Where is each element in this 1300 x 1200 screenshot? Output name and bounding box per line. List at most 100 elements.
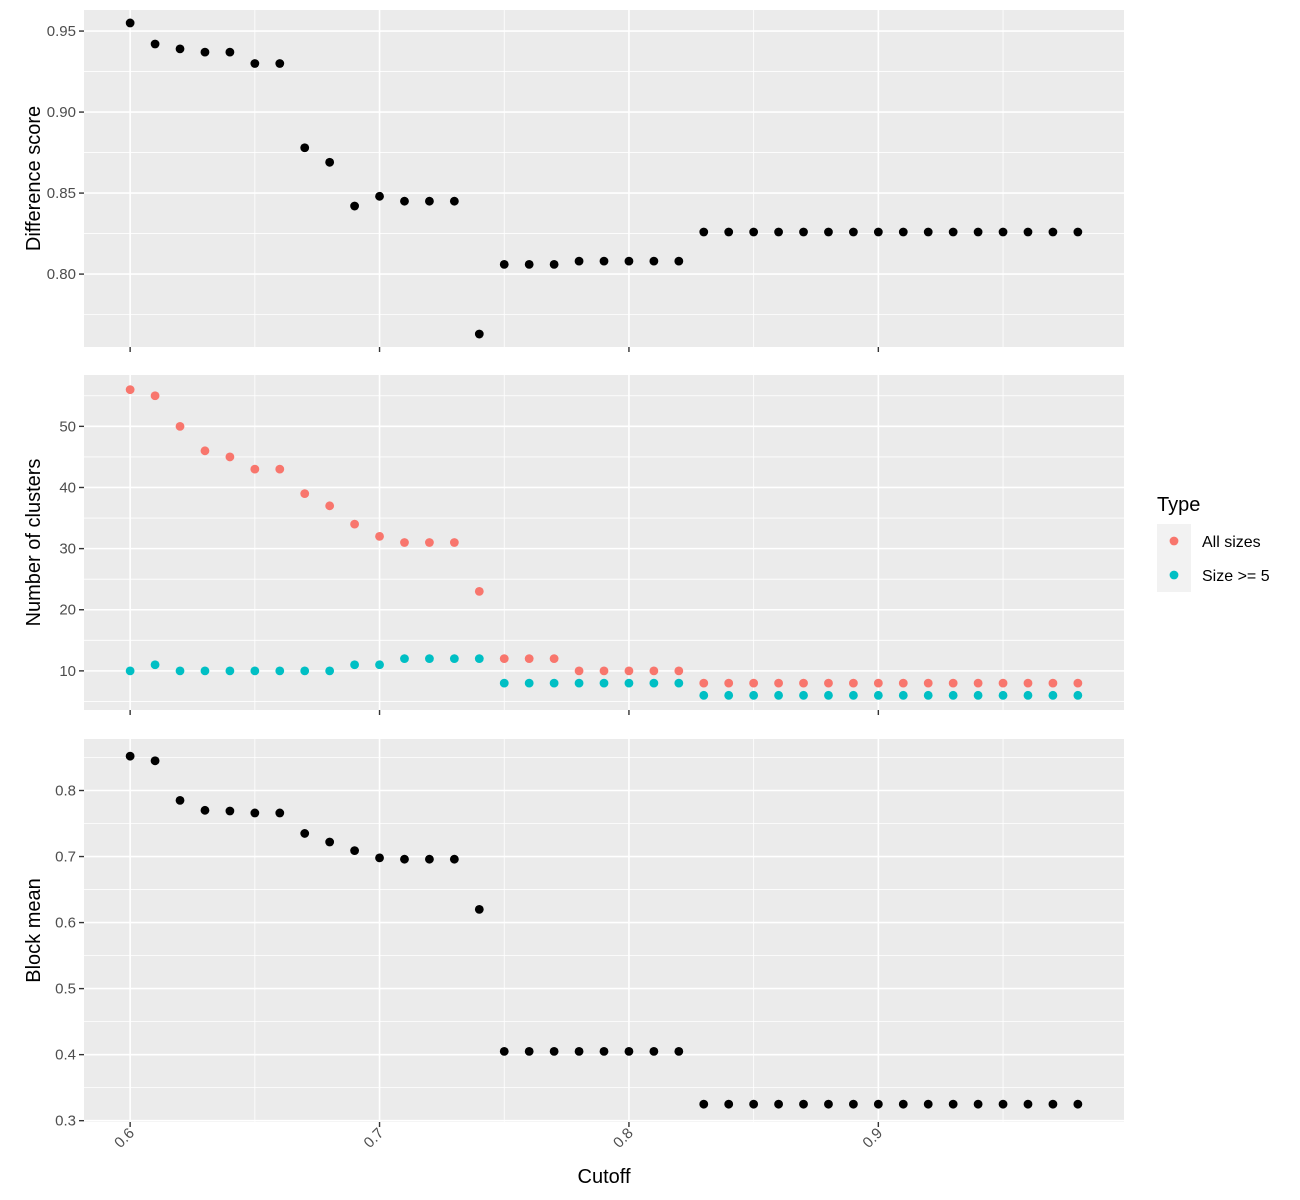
data-point [649,666,659,676]
data-point [998,1099,1008,1109]
data-point [275,808,285,818]
data-point [574,1046,584,1056]
data-point [175,666,185,676]
data-point [1048,678,1058,688]
panel-background [84,739,1124,1122]
data-point [624,1046,634,1056]
data-point [524,654,534,664]
data-point [649,678,659,688]
series [125,18,1083,339]
data-point [699,678,709,688]
data-point [300,829,310,838]
data-point [674,1046,684,1056]
data-point [300,666,310,676]
data-point [948,1099,958,1109]
data-point [923,1099,933,1109]
y-axis-title: Difference score [23,106,45,251]
data-point [948,690,958,700]
chart-panels: 0.80 0.85 0.90 0.95 Difference score 10 20 30 40… [23,10,1124,1130]
data-point [200,666,210,676]
data-point [125,751,135,761]
data-point [350,660,359,670]
y-tick-label: 0.4 [55,1047,76,1064]
data-point [699,1099,709,1109]
data-point [375,191,384,201]
data-point [973,227,983,237]
data-point [824,678,833,688]
data-point [325,666,335,676]
legend: Type All sizes Size >= 5 [1157,494,1270,592]
data-point [998,690,1008,700]
data-point [649,1046,659,1056]
data-point [225,452,235,462]
data-point [699,227,709,237]
data-point [549,654,559,664]
y-tick-label: 40 [59,479,76,496]
data-point [400,196,409,206]
data-point [923,678,933,688]
y-tick-label: 0.80 [47,266,76,283]
data-point [849,690,858,700]
data-point [873,678,883,688]
legend-item: Size >= 5 [1157,558,1270,592]
data-point [1073,227,1083,237]
x-tick-label: 0.7 [361,1125,388,1152]
data-point [1073,690,1083,700]
data-point [799,227,808,237]
panel-background [84,375,1124,710]
y-tick-label: 0.85 [47,185,76,202]
y-tick-label: 0.5 [55,981,76,998]
data-point [499,1046,509,1056]
data-point [599,678,609,688]
data-point [499,678,509,688]
data-point [499,654,509,664]
data-point [150,391,160,401]
data-point [200,47,210,57]
data-point [225,806,235,816]
data-point [200,805,210,815]
data-point [524,259,534,269]
y-axis-title: Number of clusters [23,459,45,627]
data-point [200,446,210,456]
data-point [898,690,908,700]
data-point [1048,1099,1058,1109]
data-point [849,1099,858,1109]
data-point [150,660,160,670]
data-point [250,464,260,474]
data-point [973,690,983,700]
data-point [449,538,459,547]
data-point [225,666,235,676]
y-tick-label: 50 [59,418,76,435]
data-point [1073,1099,1083,1109]
data-point [425,654,434,664]
data-point [1048,690,1058,700]
y-tick-label: 0.7 [55,849,76,866]
data-point [873,1099,883,1109]
x-tick-label: 0.6 [111,1125,138,1152]
data-point [300,143,310,153]
data-point [549,259,559,269]
data-point [749,678,759,688]
legend-swatch [1169,570,1179,580]
data-point [375,531,384,541]
data-point [400,654,409,664]
data-point [524,1046,534,1056]
data-point [425,196,434,206]
data-point [724,678,734,688]
data-point [549,678,559,688]
data-point [574,256,584,266]
data-point [474,904,484,914]
data-point [624,256,634,266]
data-point [824,690,833,700]
data-point [599,666,609,676]
data-point [724,1099,734,1109]
data-point [998,227,1008,237]
data-point [474,587,484,596]
data-point [300,489,310,498]
data-point [250,59,260,68]
data-point [749,1099,759,1109]
legend-item: All sizes [1157,524,1261,558]
data-point [275,666,285,676]
y-tick-label: 0.6 [55,915,76,932]
series [125,751,1083,1109]
